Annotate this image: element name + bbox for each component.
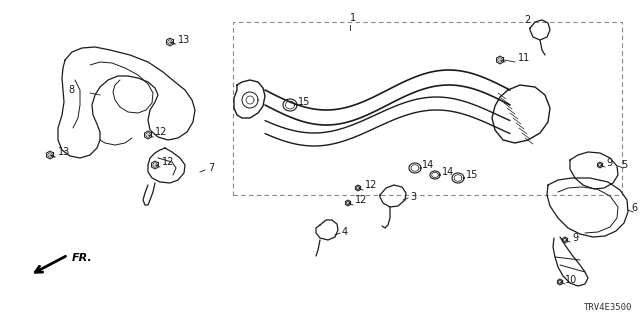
Text: 12: 12 xyxy=(365,180,378,190)
Text: TRV4E3500: TRV4E3500 xyxy=(584,303,632,312)
Text: 1: 1 xyxy=(350,13,356,23)
Text: 13: 13 xyxy=(178,35,190,45)
Text: 2: 2 xyxy=(524,15,531,25)
Text: 8: 8 xyxy=(68,85,74,95)
Text: 14: 14 xyxy=(422,160,435,170)
Text: 12: 12 xyxy=(155,127,168,137)
Text: 13: 13 xyxy=(58,147,70,157)
Text: 14: 14 xyxy=(442,167,454,177)
Text: 7: 7 xyxy=(208,163,214,173)
Text: 5: 5 xyxy=(621,160,627,170)
Text: 12: 12 xyxy=(355,195,367,205)
Text: 15: 15 xyxy=(298,97,310,107)
Text: 3: 3 xyxy=(410,192,416,202)
Text: 11: 11 xyxy=(518,53,531,63)
Text: 15: 15 xyxy=(466,170,478,180)
Text: 10: 10 xyxy=(565,275,577,285)
Text: 12: 12 xyxy=(162,157,174,167)
Text: 6: 6 xyxy=(631,203,637,213)
Text: 4: 4 xyxy=(342,227,348,237)
Text: FR.: FR. xyxy=(72,253,93,263)
Text: 9: 9 xyxy=(572,233,578,243)
Text: 9: 9 xyxy=(606,158,612,168)
